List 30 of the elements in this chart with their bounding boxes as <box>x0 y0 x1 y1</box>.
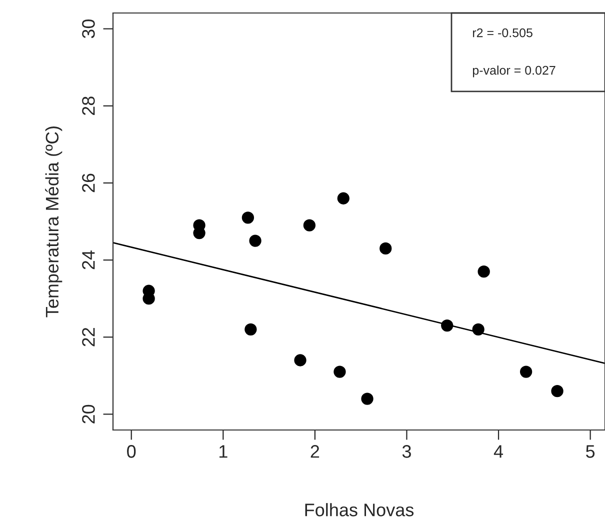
point <box>478 266 490 278</box>
x-tick-label: 4 <box>494 445 504 458</box>
point <box>334 366 346 378</box>
point <box>361 392 374 405</box>
point <box>337 192 350 204</box>
point <box>520 366 532 378</box>
point <box>249 234 262 247</box>
x-tick-label: 1 <box>220 445 228 458</box>
point <box>380 242 392 255</box>
point <box>472 323 484 336</box>
y-tick-label: 28 <box>82 96 95 116</box>
annotation: p-valor = 0.027 <box>472 66 556 78</box>
x-tick-label: 0 <box>127 445 136 458</box>
point <box>294 354 306 366</box>
point <box>303 219 316 232</box>
y-tick-label: 20 <box>82 404 95 424</box>
point <box>242 212 254 224</box>
x-axis-title: Folhas Novas <box>305 503 414 516</box>
y-tick-label: 26 <box>82 174 95 192</box>
x-tick-label: 3 <box>402 445 411 458</box>
y-axis-title: Temperatura Média (ºC) <box>45 126 62 318</box>
annotation: r2 = -0.505 <box>472 28 532 38</box>
point <box>551 385 564 398</box>
point <box>441 319 454 332</box>
x-tick-label: 2 <box>310 445 320 458</box>
y-tick-label: 22 <box>82 328 95 346</box>
x-tick-label: 5 <box>586 445 595 458</box>
point <box>244 323 257 336</box>
y-tick-label: 24 <box>82 250 95 270</box>
y-tick-label: 30 <box>82 19 95 38</box>
